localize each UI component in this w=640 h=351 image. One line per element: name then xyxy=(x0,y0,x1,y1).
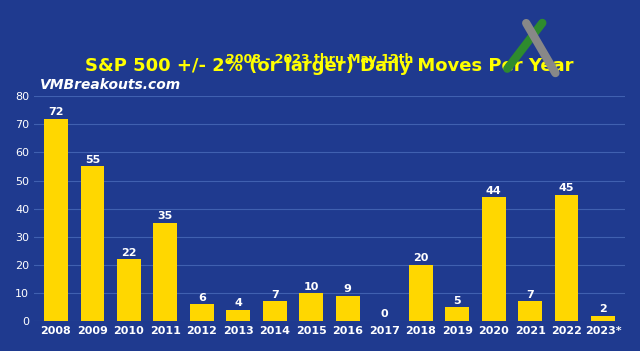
Bar xyxy=(445,307,469,321)
Text: 10: 10 xyxy=(303,282,319,292)
Text: 72: 72 xyxy=(48,107,63,117)
Text: 2: 2 xyxy=(599,304,607,314)
Text: 44: 44 xyxy=(486,186,502,196)
Text: 2008 - 2023 thru May 12th: 2008 - 2023 thru May 12th xyxy=(227,53,413,66)
Bar xyxy=(227,310,250,321)
Text: VMBreakouts.com: VMBreakouts.com xyxy=(40,78,181,92)
Bar xyxy=(409,265,433,321)
Text: 9: 9 xyxy=(344,284,351,294)
Text: 6: 6 xyxy=(198,293,205,303)
Bar xyxy=(263,302,287,321)
Text: 20: 20 xyxy=(413,253,428,264)
Bar xyxy=(190,304,214,321)
Bar xyxy=(555,194,579,321)
FancyArrowPatch shape xyxy=(508,23,542,69)
Text: M: M xyxy=(566,34,596,62)
Bar xyxy=(482,197,506,321)
Bar xyxy=(44,119,68,321)
Bar xyxy=(117,259,141,321)
Text: 4: 4 xyxy=(234,298,242,309)
Text: 0: 0 xyxy=(380,309,388,319)
Bar xyxy=(300,293,323,321)
Text: 5: 5 xyxy=(453,296,461,306)
Text: 22: 22 xyxy=(121,248,136,258)
Bar xyxy=(591,316,615,321)
Text: 7: 7 xyxy=(271,290,278,300)
Text: 55: 55 xyxy=(84,155,100,165)
Bar xyxy=(518,302,542,321)
Bar xyxy=(81,166,104,321)
Title: S&P 500 +/- 2% (or larger) Daily Moves Per Year: S&P 500 +/- 2% (or larger) Daily Moves P… xyxy=(85,57,573,75)
Bar xyxy=(154,223,177,321)
Text: BREAKOUTS: BREAKOUTS xyxy=(509,83,566,92)
Bar xyxy=(336,296,360,321)
Text: 45: 45 xyxy=(559,183,574,193)
Text: 35: 35 xyxy=(157,211,173,221)
Text: 7: 7 xyxy=(526,290,534,300)
FancyArrowPatch shape xyxy=(526,23,556,73)
